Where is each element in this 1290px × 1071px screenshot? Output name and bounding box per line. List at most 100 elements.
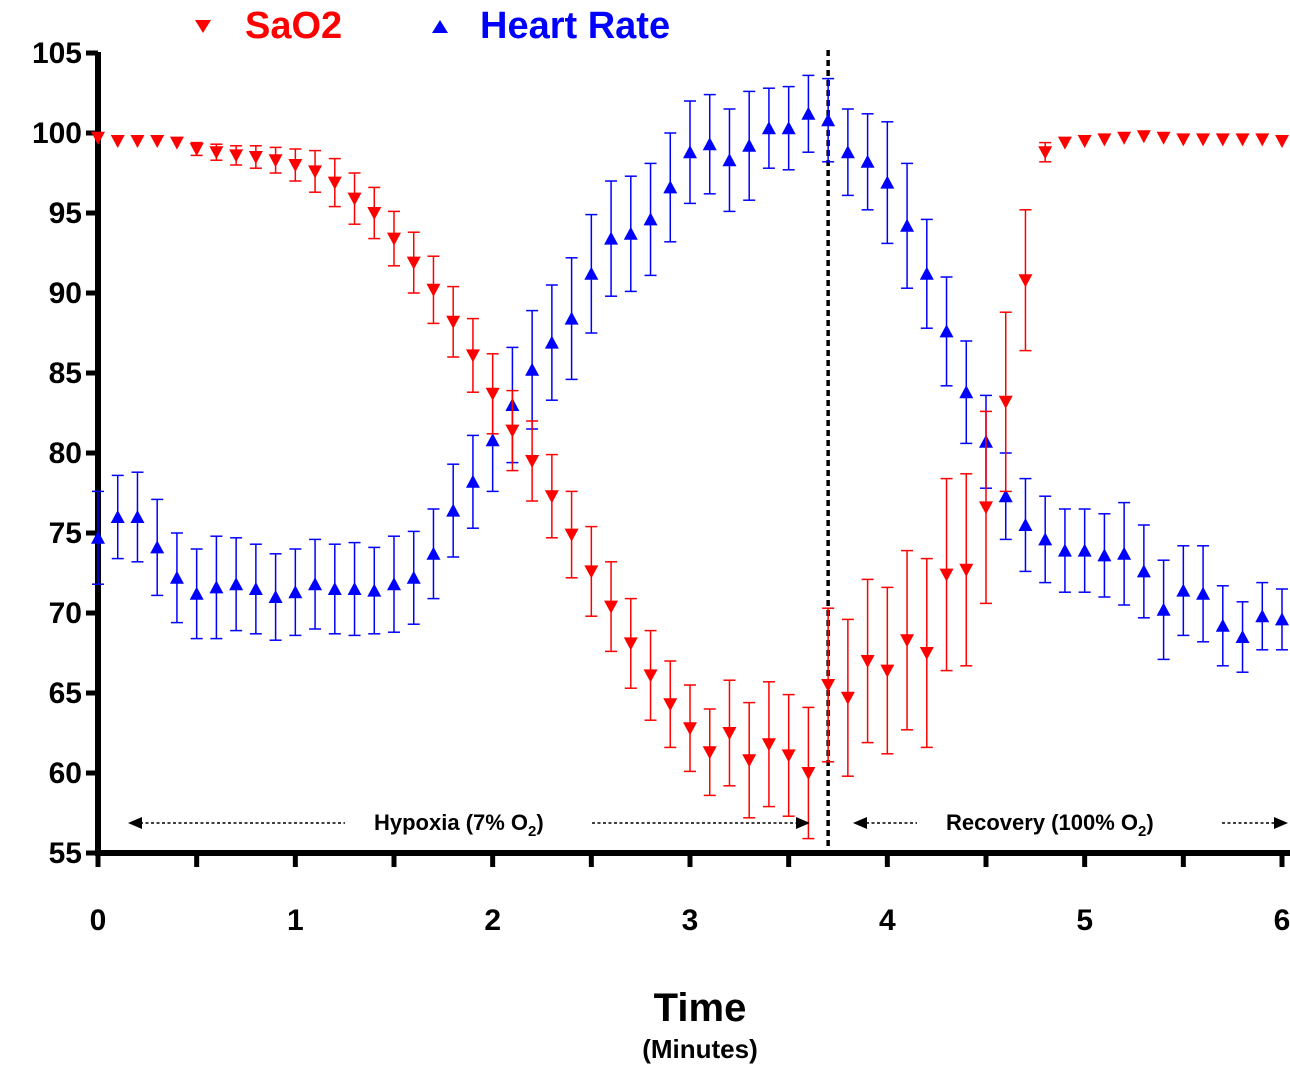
heart-rate-point bbox=[248, 582, 263, 595]
x-tick-label: 3 bbox=[682, 904, 699, 937]
x-axis-title: Time bbox=[654, 986, 747, 1030]
sao2-point bbox=[1255, 133, 1270, 147]
legend: SaO2 Heart Rate bbox=[195, 5, 670, 47]
y-tick-label: 75 bbox=[49, 517, 82, 550]
x-tick-label: 4 bbox=[879, 904, 896, 937]
sao2-point bbox=[1275, 135, 1289, 148]
heart-rate-point bbox=[465, 474, 480, 488]
sao2-point bbox=[998, 395, 1013, 409]
sao2-point bbox=[91, 131, 105, 145]
sao2-point bbox=[860, 655, 875, 668]
sao2-point bbox=[604, 600, 619, 614]
sao2-point bbox=[327, 176, 342, 190]
sao2-point bbox=[801, 767, 816, 780]
sao2-point bbox=[150, 135, 165, 148]
heart-rate-point bbox=[1235, 630, 1250, 643]
heart-rate-point bbox=[268, 590, 283, 603]
heart-rate-point bbox=[959, 385, 974, 399]
heart-rate-point bbox=[1038, 532, 1053, 546]
sao2-point bbox=[288, 159, 303, 172]
sao2-point bbox=[979, 501, 993, 515]
heart-rate-point bbox=[544, 335, 559, 349]
sao2-point bbox=[130, 135, 145, 148]
x-tick-label: 0 bbox=[90, 904, 107, 937]
heart-rate-point bbox=[229, 577, 244, 591]
heart-rate-point bbox=[169, 570, 184, 584]
hypoxia-annotation: Hypoxia (7% O2) bbox=[128, 810, 810, 840]
sao2-point bbox=[1038, 146, 1053, 160]
sao2-point bbox=[308, 165, 323, 179]
heart-rate-point bbox=[683, 145, 697, 159]
heart-rate-point bbox=[446, 503, 461, 517]
sao2-point bbox=[110, 135, 125, 148]
sao2-point bbox=[1215, 133, 1230, 147]
heart-rate-point bbox=[584, 266, 599, 280]
sao2-point bbox=[1018, 274, 1033, 288]
sao2-point bbox=[485, 387, 500, 401]
y-tick-label: 100 bbox=[32, 117, 82, 150]
heart-rate-point bbox=[860, 154, 875, 168]
sao2-point bbox=[426, 283, 441, 297]
recovery-arrowhead-right bbox=[1274, 817, 1288, 829]
series-heart-rate bbox=[91, 74, 1289, 673]
sao2-point bbox=[1156, 131, 1171, 145]
sao2-point bbox=[406, 256, 421, 270]
sao2-point bbox=[465, 349, 480, 363]
sao2-point bbox=[702, 746, 717, 760]
hypoxia-label: Hypoxia (7% O2) bbox=[374, 810, 544, 840]
heart-rate-point bbox=[1275, 612, 1289, 626]
y-tick-label: 70 bbox=[49, 597, 82, 630]
y-tick-label: 90 bbox=[49, 277, 82, 310]
sao2-point bbox=[505, 424, 520, 438]
series-sao2 bbox=[91, 130, 1289, 840]
heart-rate-point bbox=[130, 510, 145, 523]
sao2-point bbox=[919, 647, 934, 660]
sao2-point bbox=[446, 315, 461, 329]
sao2-point bbox=[1136, 130, 1151, 144]
heart-rate-point bbox=[781, 121, 796, 135]
sao2-point bbox=[880, 664, 895, 678]
heart-rate-point bbox=[1196, 586, 1211, 600]
heart-rate-point bbox=[406, 570, 421, 584]
y-tick-label: 105 bbox=[32, 37, 82, 70]
heart-rate-point bbox=[663, 180, 678, 194]
recovery-annotation: Recovery (100% O2) bbox=[853, 810, 1288, 840]
heart-rate-point bbox=[821, 113, 836, 127]
heart-rate-point bbox=[840, 145, 855, 159]
heart-rate-point bbox=[722, 153, 737, 167]
heart-rate-point bbox=[367, 583, 382, 597]
heart-rate-point bbox=[1176, 583, 1191, 597]
heart-rate-point bbox=[604, 231, 619, 245]
y-tick-label: 60 bbox=[49, 757, 82, 790]
y-ticks: 55 60 65 70 75 80 85 90 95 100 105 bbox=[32, 37, 98, 870]
sao2-point bbox=[821, 679, 836, 692]
sao2-point bbox=[1176, 133, 1191, 147]
sao2-point bbox=[584, 565, 599, 579]
heart-rate-point bbox=[998, 489, 1013, 503]
heart-rate-point bbox=[308, 577, 323, 591]
sao2-point bbox=[623, 637, 638, 651]
heart-rate-point bbox=[347, 582, 362, 595]
heart-rate-point bbox=[742, 138, 757, 152]
sao2-point bbox=[939, 568, 954, 582]
sao2-point bbox=[742, 754, 757, 768]
heart-rate-point bbox=[564, 311, 579, 325]
sao2-point bbox=[1117, 131, 1132, 145]
heart-rate-point bbox=[1018, 518, 1033, 531]
sao2-point bbox=[683, 722, 697, 736]
sao2-point bbox=[840, 691, 855, 705]
heart-rate-point bbox=[1057, 543, 1072, 557]
sao2-point bbox=[268, 154, 283, 168]
y-tick-label: 80 bbox=[49, 437, 82, 470]
sao2-point bbox=[347, 192, 362, 206]
sao2-point bbox=[1196, 133, 1211, 147]
sao2-point bbox=[1057, 136, 1072, 150]
heart-rate-point bbox=[939, 324, 954, 338]
sao2-point bbox=[1077, 135, 1092, 148]
sao2-point bbox=[643, 669, 658, 683]
heart-rate-point bbox=[189, 586, 204, 600]
heart-rate-point bbox=[880, 175, 895, 189]
heart-rate-point bbox=[623, 226, 638, 240]
hypoxia-arrowhead-left bbox=[128, 817, 142, 829]
